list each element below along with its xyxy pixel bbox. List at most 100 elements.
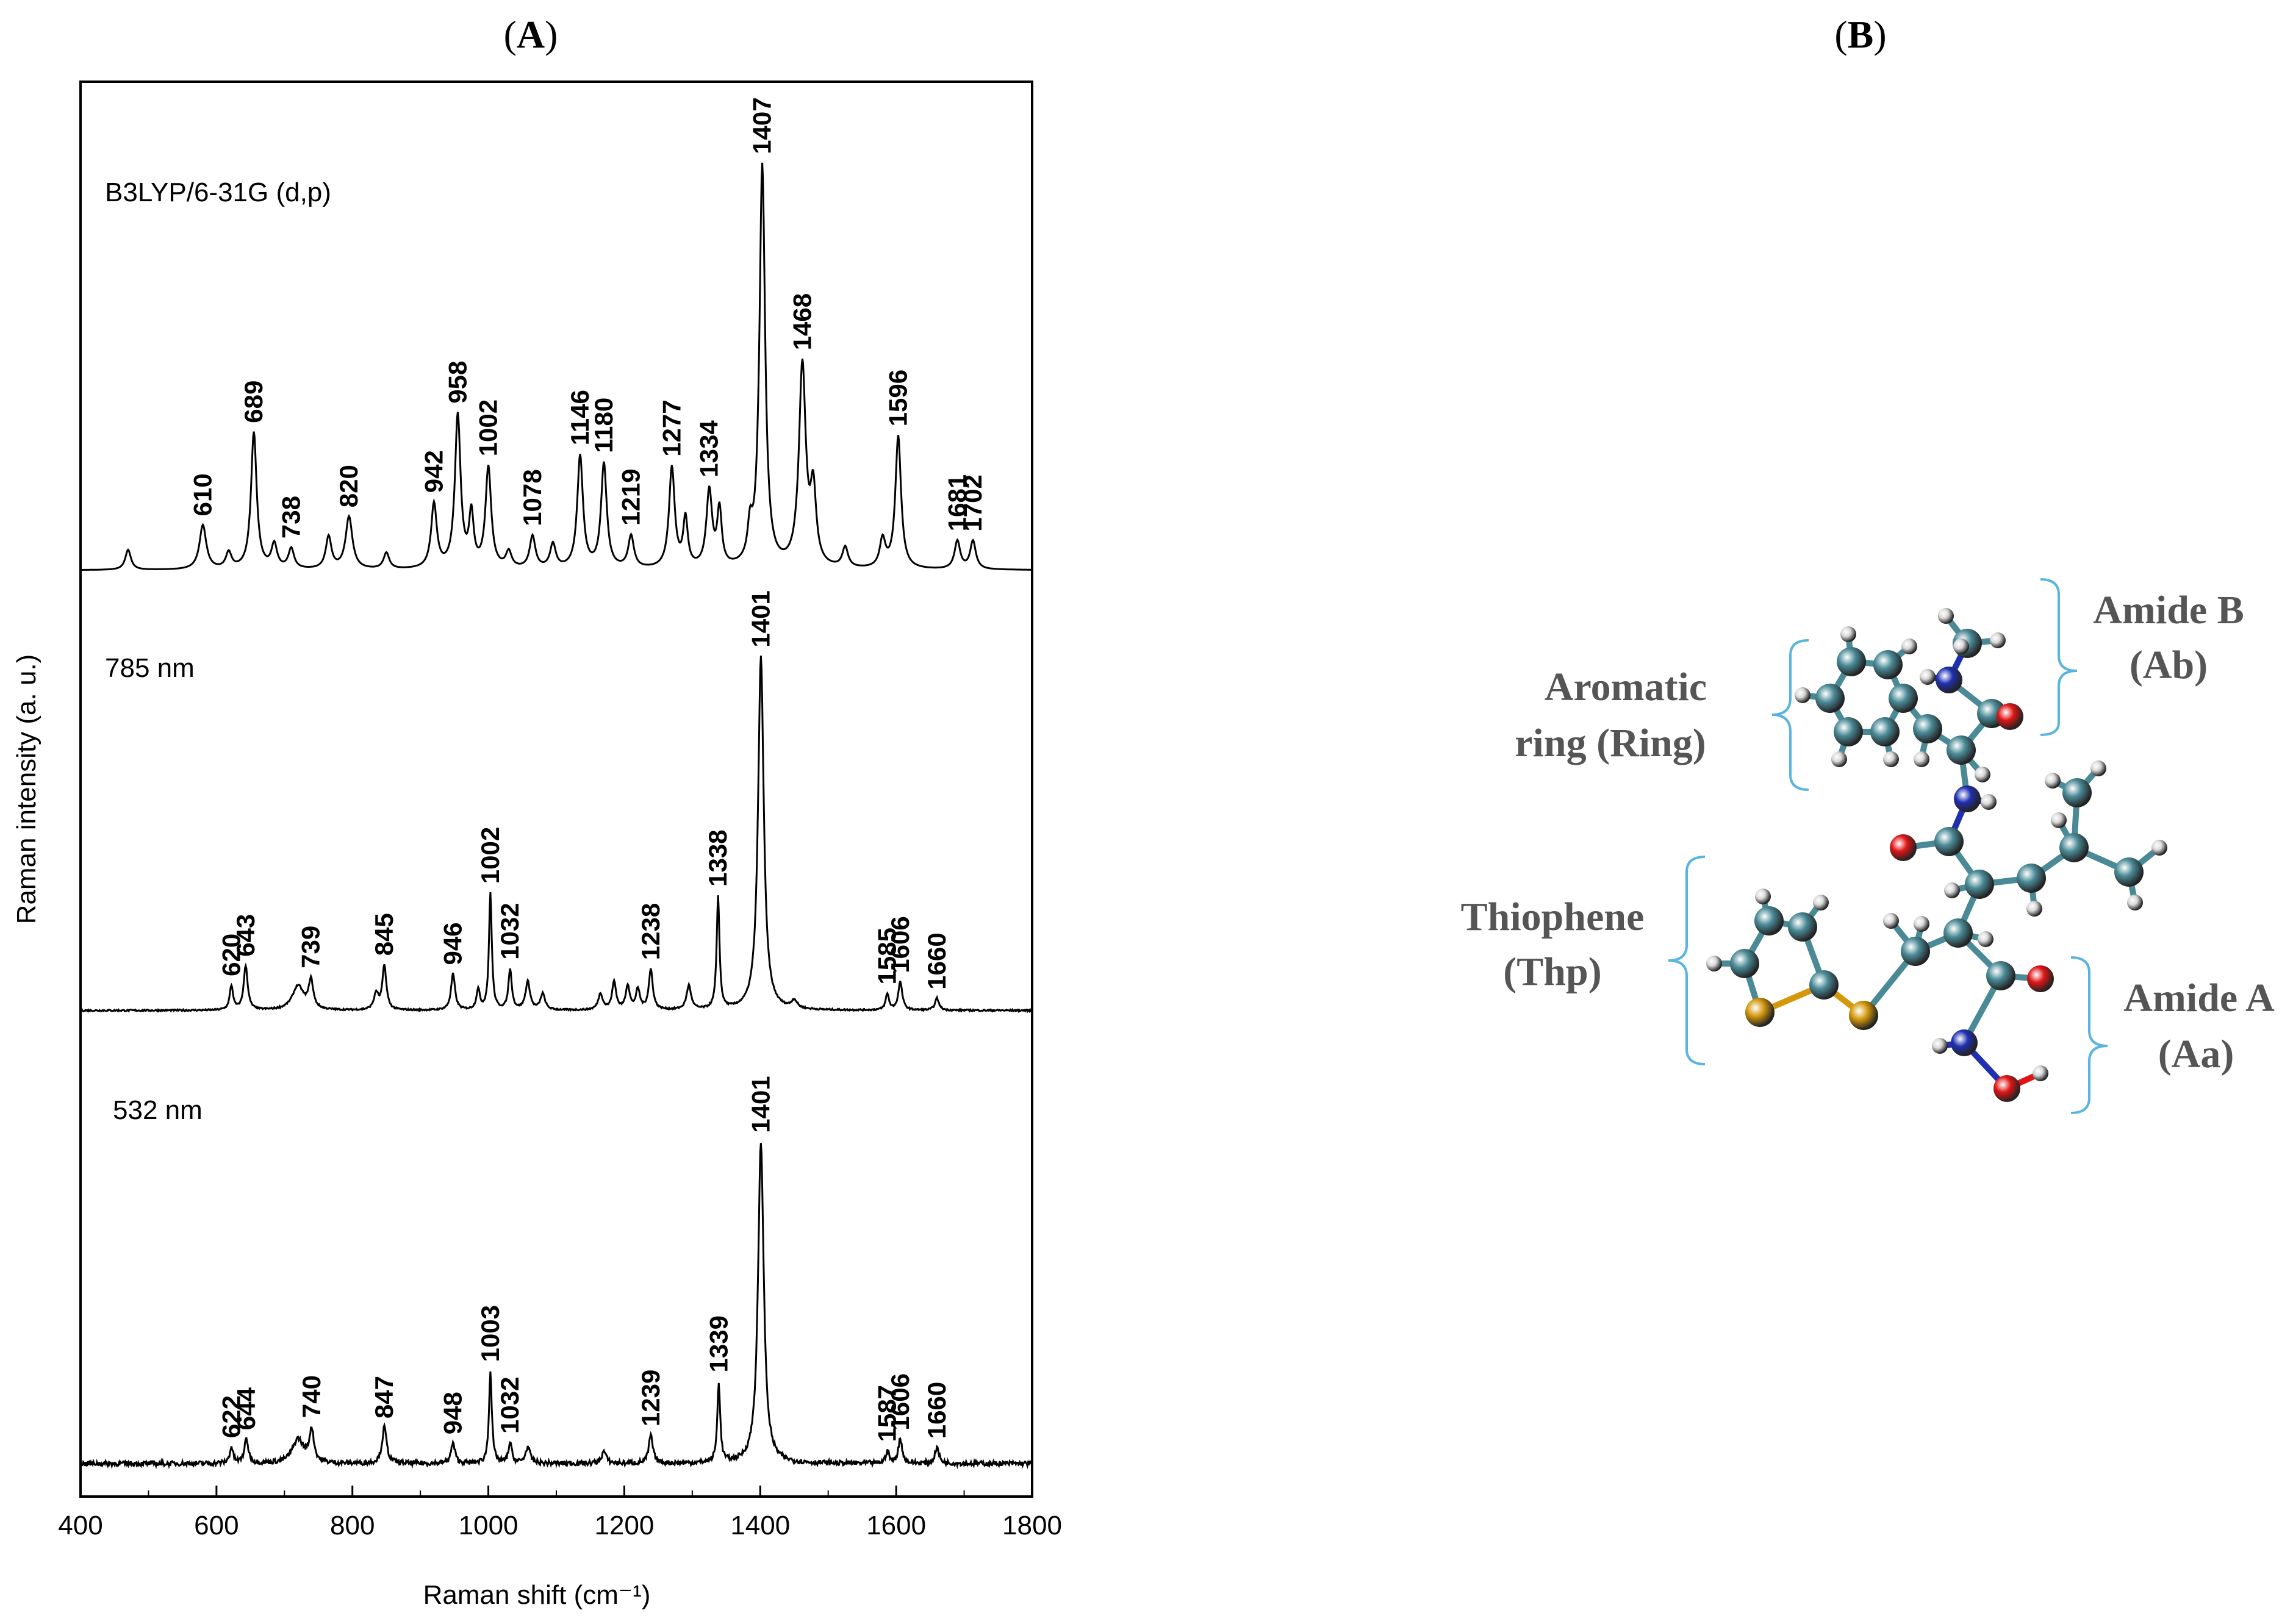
panel-label-b: (B) [1834, 13, 1886, 56]
peak-label: 1468 [788, 293, 816, 350]
peak-label: 1180 [589, 398, 618, 453]
peak-label: 1596 [884, 370, 913, 426]
trace-label-532nm: 532 nm [113, 1095, 203, 1125]
hydrogen-atom [2026, 901, 2042, 917]
peak-label: 1702 [958, 474, 987, 531]
carbon-atom [1947, 735, 1976, 765]
sulfur-atom [1745, 998, 1774, 1027]
peak-label: 610 [188, 473, 217, 516]
peak-label: 1401 [746, 1076, 775, 1132]
peak-label: 1606 [886, 1373, 914, 1430]
carbon-atom [1934, 827, 1964, 856]
peak-label: 1407 [748, 97, 777, 154]
peak-label: 948 [439, 1392, 467, 1434]
hydrogen-atom [1914, 751, 1929, 767]
hydrogen-atom [1944, 882, 1960, 898]
hydrogen-atom [2051, 812, 2067, 828]
nitrogen-atom [1954, 785, 1981, 812]
peak-label: 1239 [636, 1370, 665, 1426]
nitrogen-atom [1951, 1029, 1978, 1056]
trace-2 [79, 1143, 1033, 1470]
trace-label-b3lyp: B3LYP/6-31G (d,p) [105, 177, 331, 207]
hydrogen-atom [1831, 751, 1847, 767]
hydrogen-atom [1795, 687, 1810, 703]
trace-0 [81, 162, 1032, 571]
bracket-amide-a [2070, 956, 2108, 1114]
x-tick-label: 1000 [459, 1511, 519, 1540]
x-axis: 400 600 800 1000 1200 1400 1600 1800 [58, 1486, 1062, 1540]
peak-label: 1078 [518, 469, 547, 526]
sulfur-atom [1849, 1001, 1878, 1030]
hydrogen-atom [1978, 931, 1993, 947]
carbon-atom [1986, 961, 2015, 990]
group-label-aa: (Aa) [2158, 1032, 2234, 1076]
oxygen-atom [1993, 1075, 2020, 1102]
oxygen-atom [1890, 834, 1917, 861]
peak-label: 946 [439, 922, 467, 965]
peak-label: 1032 [495, 1377, 524, 1434]
bracket-aromatic-ring [1771, 639, 1809, 791]
hydrogen-atom [2127, 895, 2143, 910]
peak-label: 1003 [476, 1305, 504, 1362]
peak-label: 958 [443, 361, 472, 404]
peak-label: 620 [217, 934, 245, 976]
trace-label-785nm: 785 nm [105, 653, 195, 683]
hydrogen-atom [1975, 767, 1990, 782]
carbon-atom [1889, 684, 1918, 713]
group-label-amide-b: Amide B [2093, 588, 2244, 632]
peak-label: 942 [419, 450, 448, 493]
carbon-atom [2062, 778, 2092, 807]
hydrogen-atom [2045, 773, 2061, 789]
peak-label: 1660 [922, 932, 951, 989]
plot-frame [79, 80, 1033, 1498]
group-label-amide-a: Amide A [2123, 976, 2275, 1020]
x-tick-label: 1600 [866, 1511, 926, 1540]
carbon-atom [1913, 714, 1942, 743]
molecule-bonds [1714, 613, 2162, 1092]
hydrogen-atom [1932, 1038, 1948, 1054]
peak-label: 1238 [636, 903, 665, 960]
peak-label: 1002 [476, 827, 504, 884]
x-tick-label: 1200 [594, 1511, 654, 1540]
peak-label: 1660 [922, 1382, 951, 1439]
group-label-ab: (Ab) [2130, 643, 2208, 687]
molecule-atoms [1706, 608, 2167, 1102]
raman-chart: 400 600 800 1000 1200 1400 1600 1800 610 689 738 8… [12, 80, 1062, 1610]
carbon-atom [1870, 717, 1900, 746]
hydrogen-atom [1990, 632, 2006, 648]
carbon-atom [1809, 970, 1839, 1000]
molecule-model: Amide B (Ab) Aromatic ring (Ring) Thioph… [1461, 578, 2275, 1114]
hydrogen-atom [2090, 760, 2106, 776]
x-tick-label: 800 [330, 1511, 375, 1540]
hydrogen-atom [2033, 1065, 2048, 1081]
carbon-atom [2017, 864, 2046, 893]
hydrogen-atom [1706, 956, 1722, 971]
hydrogen-atom [2151, 840, 2167, 856]
carbon-atom [1965, 870, 1994, 899]
hydrogen-atom [1883, 751, 1899, 767]
bracket-thiophene [1668, 856, 1706, 1065]
carbon-atom [2114, 857, 2144, 887]
hydrogen-atom [1883, 913, 1899, 929]
peak-label: 1277 [657, 399, 686, 456]
group-label-thiophene: Thiophene [1461, 895, 1645, 939]
peak-label: 1585 [873, 928, 902, 984]
carbon-atom [1815, 684, 1845, 713]
spectra-traces [79, 162, 1033, 1470]
peak-label: 1002 [474, 399, 503, 456]
peak-label: 1334 [695, 420, 723, 478]
carbon-atom [2059, 833, 2089, 862]
x-tick-label: 1800 [1002, 1511, 1062, 1540]
peak-label: 643 [231, 914, 260, 957]
hydrogen-atom [1755, 889, 1771, 904]
peak-label: 738 [276, 496, 305, 538]
peak-label: 1401 [746, 590, 775, 647]
peak-label: 1032 [495, 903, 524, 959]
x-tick-label: 400 [58, 1511, 102, 1540]
peak-label: 1681 [942, 474, 971, 531]
peak-label: 845 [370, 913, 398, 956]
peak-label: 847 [370, 1376, 398, 1418]
x-axis-title: Raman shift (cm⁻¹) [423, 1580, 651, 1610]
